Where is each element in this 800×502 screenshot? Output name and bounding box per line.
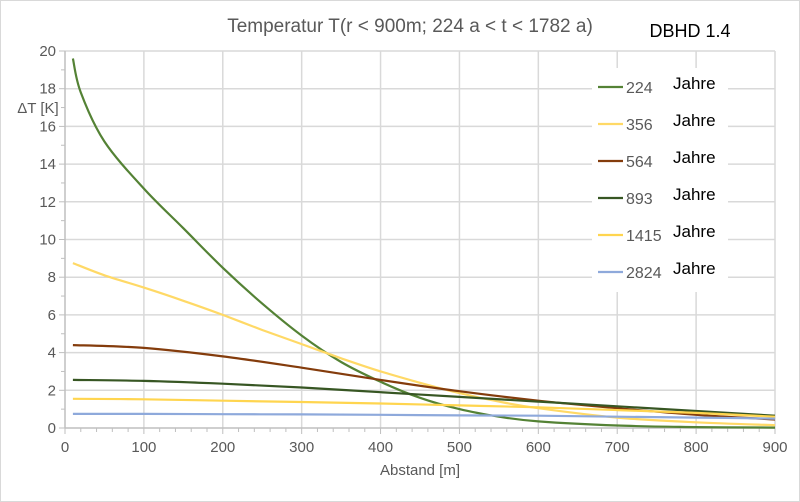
y-tick-labels: 0 2 4 6 8 10 12 14 16 18 20: [39, 43, 56, 437]
series-line-356: [72, 262, 776, 427]
x-tick-labels: 0 100 200 300 400 500 600 700 800 900: [61, 439, 788, 456]
series-line-1415: [72, 397, 776, 418]
legend-label: 1415: [626, 228, 662, 245]
y-tick-label: 16: [39, 118, 56, 135]
legend-item-1415: 1415 Jahre: [598, 222, 716, 245]
y-tick-label: 4: [48, 345, 56, 362]
legend-item-356: 356 Jahre: [598, 111, 716, 134]
x-tick-label: 600: [526, 439, 551, 456]
series-lines: [71, 58, 776, 429]
x-tick-label: 800: [684, 439, 709, 456]
x-tick-label: 900: [762, 439, 787, 456]
chart-tag: DBHD 1.4: [649, 21, 730, 41]
series-line-2824: [72, 412, 776, 420]
legend-label: 893: [626, 191, 653, 208]
legend-suffix: Jahre: [673, 185, 716, 204]
y-tick-label: 8: [48, 269, 56, 286]
x-tick-label: 500: [447, 439, 472, 456]
legend-label: 564: [626, 154, 653, 171]
legend-suffix: Jahre: [673, 111, 716, 130]
y-tick-label: 20: [39, 43, 56, 60]
x-tick-label: 100: [131, 439, 156, 456]
x-tick-label: 700: [605, 439, 630, 456]
y-tick-label: 10: [39, 232, 56, 249]
legend-label: 356: [626, 117, 653, 134]
legend-label: 224: [626, 80, 653, 97]
legend-item-564: 564 Jahre: [598, 148, 716, 171]
x-axis-label: Abstand [m]: [380, 462, 460, 479]
y-tick-label: 14: [39, 156, 56, 173]
x-tick-label: 0: [61, 439, 69, 456]
x-tick-label: 300: [289, 439, 314, 456]
legend-suffix: Jahre: [673, 259, 716, 278]
legend-suffix: Jahre: [673, 148, 716, 167]
x-tick-label: 200: [210, 439, 235, 456]
legend-item-224: 224 Jahre: [598, 74, 716, 97]
series-line-224: [71, 58, 776, 429]
y-tick-label: 18: [39, 81, 56, 98]
x-tick-label: 400: [368, 439, 393, 456]
legend-item-2824: 2824 Jahre: [598, 259, 716, 282]
legend: 224 Jahre 356 Jahre 564 Jahre 893 Jahre 1415 Jahr…: [592, 68, 728, 292]
y-tick-label: 0: [48, 420, 56, 437]
y-tick-label: 12: [39, 194, 56, 211]
chart-title: Temperatur T(r < 900m; 224 a < t < 1782 …: [227, 16, 593, 37]
axes: [59, 50, 776, 434]
legend-label: 2824: [626, 265, 662, 282]
series-line-893: [72, 378, 776, 417]
legend-item-893: 893 Jahre: [598, 185, 716, 208]
y-tick-label: 6: [48, 307, 56, 324]
legend-suffix: Jahre: [673, 74, 716, 93]
y-tick-label: 2: [48, 382, 56, 399]
y-axis-label: ΔT [K]: [17, 100, 58, 117]
legend-box: [592, 68, 728, 292]
legend-suffix: Jahre: [673, 222, 716, 241]
